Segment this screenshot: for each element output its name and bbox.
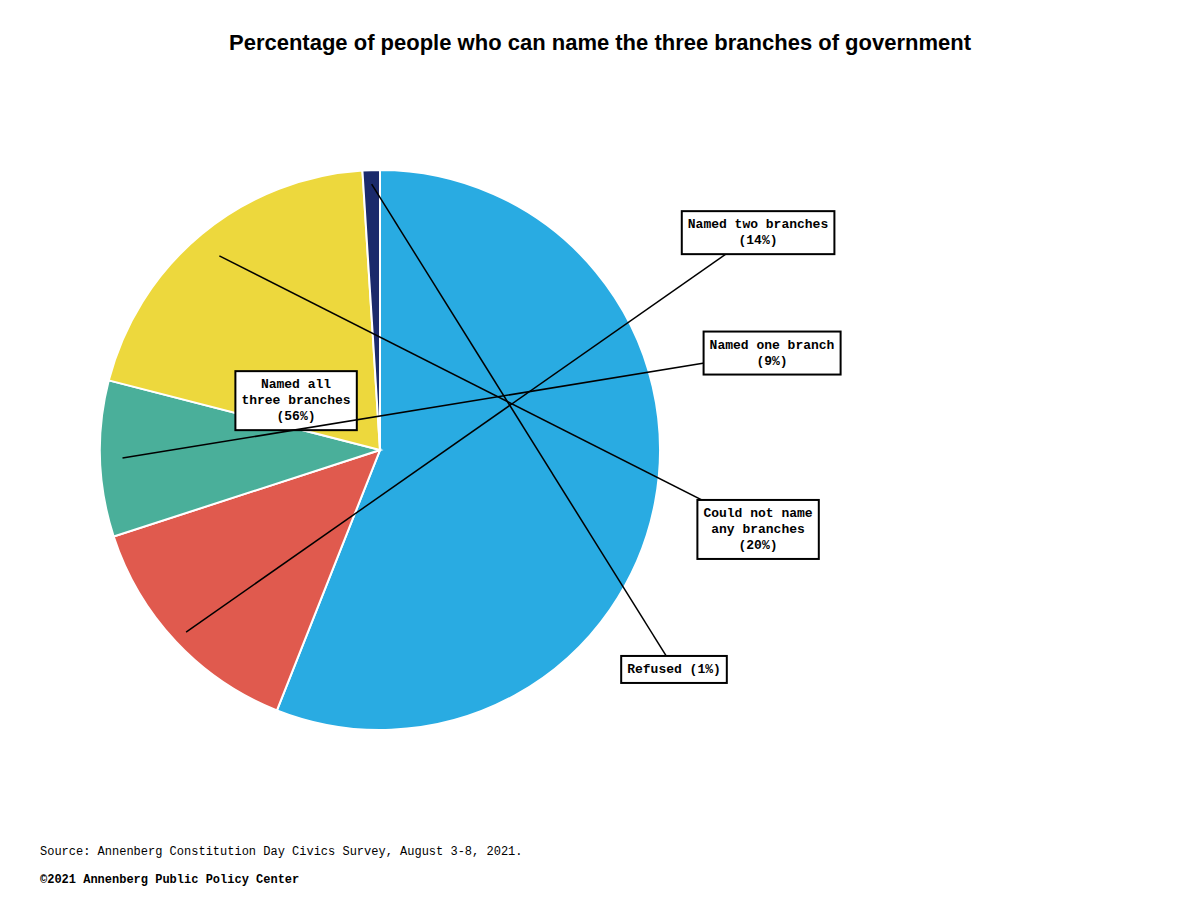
slice-label-group: Named two branches(14%) (186, 211, 834, 632)
slice-label-group: Named one branch(9%) (123, 332, 841, 459)
leader-line (372, 184, 674, 668)
label-box (704, 332, 841, 375)
labels: Named allthree branches(56%) Named two br… (123, 184, 841, 683)
label-box (697, 500, 818, 559)
source-note: ©2021 Annenberg Public Policy Center (40, 873, 299, 887)
leader-line (123, 352, 772, 458)
leader-line (219, 256, 758, 529)
leader-line (186, 232, 758, 632)
slice-label: Refused (1%) (627, 662, 721, 677)
label-box (682, 211, 835, 254)
slice-label-group: Could not nameany branches(20%) (219, 256, 818, 559)
title: Percentage of people who can name the th… (229, 30, 972, 55)
source-note: Source: Annenberg Constitution Day Civic… (40, 845, 522, 859)
slice-label-group: Named allthree branches(56%) (235, 371, 356, 430)
label-box (235, 371, 356, 430)
chart: Percentage of people who can name the th… (0, 0, 1200, 913)
pie-slice (362, 170, 380, 450)
pie-slice (109, 171, 380, 450)
slice-label: Could not nameany branches(20%) (703, 506, 812, 553)
slice-label: Named allthree branches(56%) (241, 377, 350, 424)
slice-label: Named one branch(9%) (710, 338, 835, 369)
slice-label: Named two branches(14%) (688, 217, 829, 248)
pie (100, 170, 660, 730)
slice-label-group: Refused (1%) (372, 184, 727, 683)
label-box (621, 656, 727, 683)
